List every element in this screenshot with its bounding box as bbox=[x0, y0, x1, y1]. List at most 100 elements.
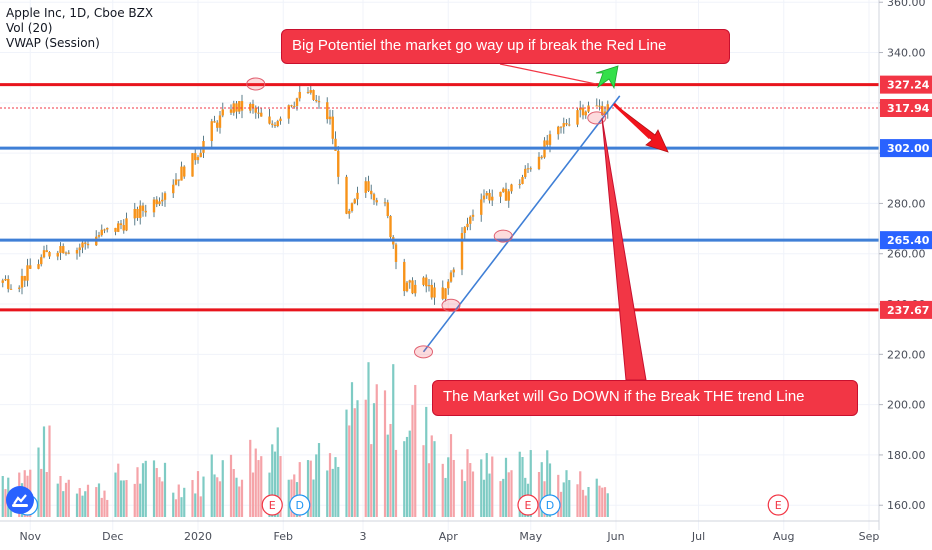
price-tick-label: 200.00 bbox=[887, 399, 926, 412]
volume-bar bbox=[4, 489, 7, 517]
candle-body bbox=[488, 192, 491, 201]
symbol-title[interactable]: Apple Inc, 1D, Cboe BZX bbox=[6, 6, 154, 20]
candle-body bbox=[328, 116, 332, 120]
candle-body bbox=[180, 166, 183, 181]
candle-body bbox=[430, 284, 433, 298]
callout-pointer-top bbox=[499, 63, 597, 85]
trend-line[interactable] bbox=[422, 95, 621, 353]
event-marker-label: D bbox=[296, 499, 304, 512]
price-tick-label: 280.00 bbox=[887, 197, 926, 210]
candle-body bbox=[482, 195, 486, 200]
candle-body bbox=[23, 275, 26, 281]
price-tag bbox=[880, 300, 932, 319]
candle-body bbox=[75, 250, 79, 254]
candle-body bbox=[20, 275, 24, 288]
volume-bar bbox=[452, 459, 455, 517]
volume-bar bbox=[221, 460, 224, 517]
volume-bar bbox=[155, 468, 158, 517]
candle-body bbox=[540, 156, 543, 158]
volume-bar bbox=[249, 439, 252, 517]
candle-body bbox=[249, 103, 252, 111]
volume-bar bbox=[317, 443, 321, 517]
time-tick-label: Jun bbox=[606, 530, 624, 543]
price-tick-label: 360.00 bbox=[887, 0, 926, 9]
volume-bar bbox=[59, 476, 62, 517]
candle-body bbox=[161, 199, 164, 202]
volume-bar bbox=[449, 434, 453, 517]
candle-body bbox=[260, 112, 263, 117]
tradingview-logo[interactable] bbox=[6, 486, 34, 514]
pivot-marker bbox=[493, 229, 513, 243]
volume-bar bbox=[606, 493, 609, 517]
volume-bar bbox=[144, 460, 147, 517]
candle-body bbox=[37, 264, 40, 269]
volume-bar bbox=[394, 449, 398, 517]
annotation-break-down[interactable]: The Market will Go DOWN if the Break THE… bbox=[432, 380, 858, 416]
volume-bar bbox=[444, 477, 447, 517]
price-tag bbox=[880, 75, 932, 94]
pivot-marker bbox=[246, 77, 266, 91]
candle-body bbox=[504, 188, 508, 201]
volume-bar bbox=[559, 491, 563, 517]
volume-bar bbox=[422, 445, 425, 517]
candle-body bbox=[331, 116, 334, 139]
volume-bar bbox=[328, 453, 332, 517]
volume-bar bbox=[364, 399, 367, 517]
volume-bar bbox=[306, 460, 310, 517]
candle-body bbox=[293, 106, 296, 108]
volume-bar bbox=[548, 463, 552, 517]
volume-bar bbox=[172, 492, 175, 517]
volume-bar bbox=[42, 426, 46, 517]
candle-body bbox=[348, 210, 351, 214]
volume-bar bbox=[194, 493, 197, 517]
volume-bar bbox=[383, 390, 387, 517]
volume-bar bbox=[254, 448, 257, 517]
volume-bar bbox=[485, 453, 488, 517]
candle-body bbox=[425, 277, 428, 287]
volume-indicator[interactable]: Vol (20) bbox=[6, 21, 53, 35]
candle-body bbox=[386, 202, 389, 216]
pivot-marker bbox=[414, 345, 433, 359]
volume-bar bbox=[350, 382, 354, 517]
candle-body bbox=[152, 199, 156, 213]
candle-body bbox=[394, 244, 398, 262]
candle-body bbox=[422, 277, 425, 285]
volume-bar bbox=[441, 463, 444, 517]
candle-body bbox=[367, 181, 370, 191]
candle-body bbox=[240, 101, 244, 111]
volume-bar bbox=[235, 477, 238, 517]
event-marker-D[interactable] bbox=[289, 494, 311, 516]
candle-body bbox=[81, 242, 84, 248]
volume-bar bbox=[95, 487, 98, 517]
event-marker-E[interactable] bbox=[261, 494, 283, 516]
volume-bar bbox=[133, 483, 136, 517]
candle-body bbox=[557, 126, 560, 135]
event-marker-label: E bbox=[775, 499, 782, 512]
price-tick-label: 160.00 bbox=[887, 499, 926, 512]
volume-bar bbox=[174, 499, 178, 517]
volume-bar bbox=[579, 471, 582, 517]
volume-bar bbox=[595, 478, 598, 517]
volume-bar bbox=[161, 481, 164, 517]
annotation-break-up[interactable]: Big Potentiel the market go way up if br… bbox=[281, 29, 730, 64]
volume-bar bbox=[84, 491, 87, 517]
time-tick-label: Dec bbox=[102, 530, 123, 543]
event-marker-E[interactable] bbox=[767, 494, 789, 516]
volume-bar bbox=[540, 462, 543, 517]
candle-body bbox=[491, 196, 494, 201]
vwap-indicator[interactable]: VWAP (Session) bbox=[6, 36, 100, 50]
volume-bar bbox=[180, 497, 183, 517]
candle-body bbox=[309, 90, 312, 93]
volume-bar bbox=[482, 479, 486, 517]
candle-body bbox=[526, 168, 530, 170]
event-marker-E[interactable] bbox=[517, 494, 539, 516]
candle-body bbox=[62, 246, 65, 254]
volume-bar bbox=[469, 463, 472, 517]
candle-body bbox=[276, 121, 279, 127]
volume-bar bbox=[141, 463, 145, 517]
volume-bar bbox=[273, 451, 277, 517]
event-marker-D[interactable] bbox=[539, 494, 561, 516]
arrow-down-shaft bbox=[612, 102, 652, 140]
volume-bar bbox=[576, 484, 579, 517]
